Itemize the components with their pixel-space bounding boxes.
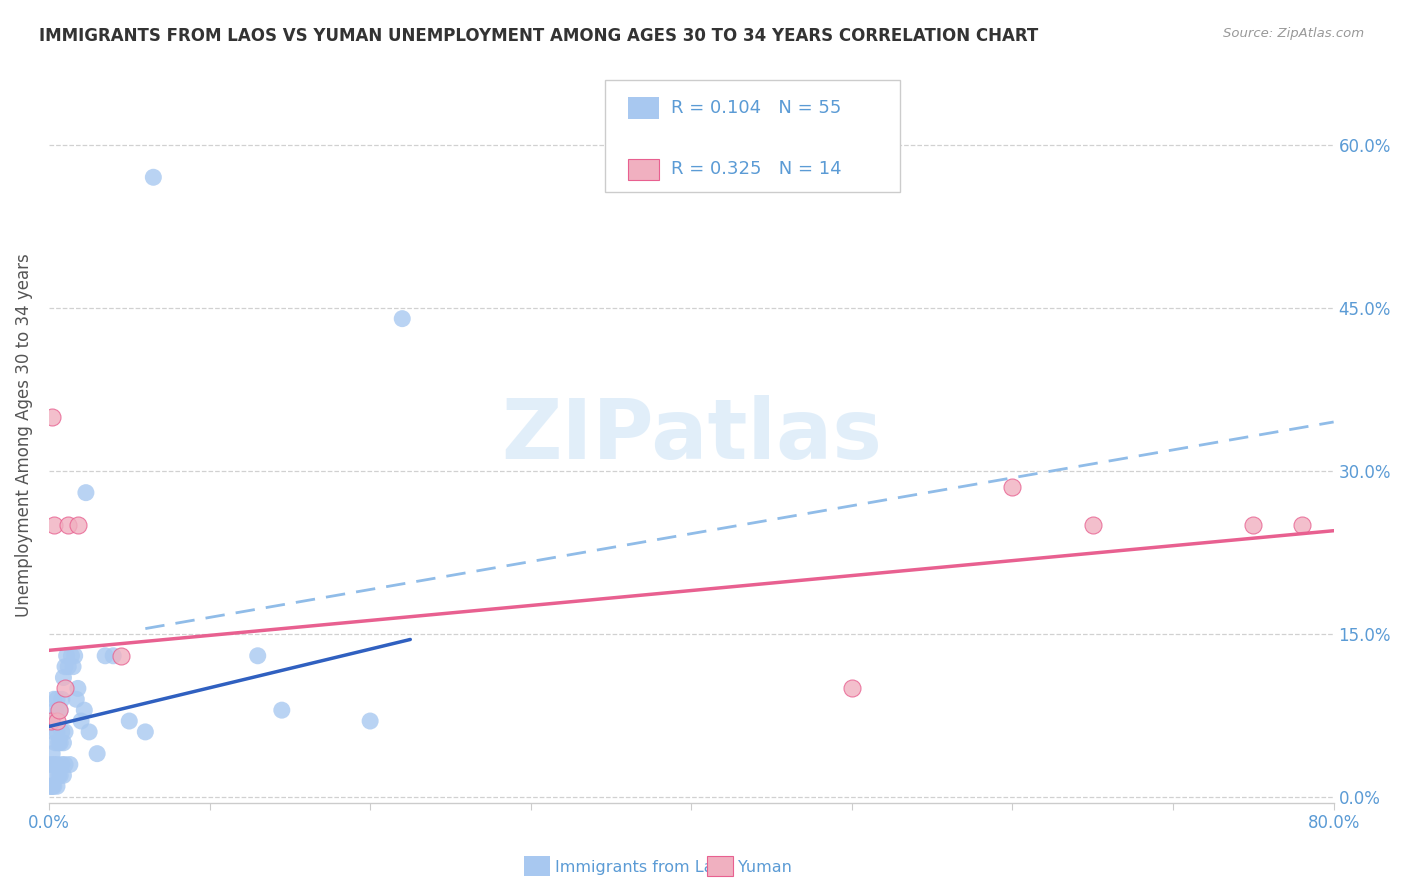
Point <box>70 714 93 728</box>
Text: Yuman: Yuman <box>738 860 792 874</box>
Text: R = 0.104   N = 55: R = 0.104 N = 55 <box>671 99 841 117</box>
Point <box>62 659 84 673</box>
Point <box>53 681 76 696</box>
Point <box>44 768 66 782</box>
Point <box>41 779 63 793</box>
Point <box>49 768 72 782</box>
Point <box>52 768 75 782</box>
Point <box>46 779 69 793</box>
Point <box>63 648 86 663</box>
Point <box>77 725 100 739</box>
Point <box>44 703 66 717</box>
Point <box>58 518 80 533</box>
Point <box>39 779 62 793</box>
Point <box>246 648 269 663</box>
Point <box>1291 518 1313 533</box>
Point <box>75 485 97 500</box>
Point <box>42 692 65 706</box>
Y-axis label: Unemployment Among Ages 30 to 34 years: Unemployment Among Ages 30 to 34 years <box>15 253 32 617</box>
Point <box>53 757 76 772</box>
Point <box>48 736 70 750</box>
Point <box>1001 480 1024 494</box>
Point <box>391 311 413 326</box>
Point <box>134 725 156 739</box>
Point <box>46 757 69 772</box>
Point <box>42 725 65 739</box>
Point <box>53 725 76 739</box>
Point <box>65 692 87 706</box>
Text: Immigrants from Laos: Immigrants from Laos <box>555 860 733 874</box>
Point <box>52 671 75 685</box>
Point <box>66 681 89 696</box>
Text: ZIPatlas: ZIPatlas <box>501 395 882 476</box>
Point <box>73 703 96 717</box>
Point <box>59 757 82 772</box>
Point <box>86 747 108 761</box>
Point <box>44 736 66 750</box>
Point <box>48 768 70 782</box>
Point <box>103 648 125 663</box>
Point <box>841 681 863 696</box>
Point <box>39 714 62 728</box>
Point <box>51 757 73 772</box>
Point <box>118 714 141 728</box>
Text: Source: ZipAtlas.com: Source: ZipAtlas.com <box>1223 27 1364 40</box>
Point <box>60 648 83 663</box>
Point <box>41 747 63 761</box>
Point <box>52 736 75 750</box>
Point <box>42 518 65 533</box>
Point <box>41 779 63 793</box>
Point <box>53 659 76 673</box>
Point <box>142 170 165 185</box>
Point <box>49 736 72 750</box>
Point <box>42 779 65 793</box>
Point <box>48 703 70 717</box>
Point <box>41 714 63 728</box>
Point <box>58 659 80 673</box>
Point <box>110 648 132 663</box>
Point <box>55 648 77 663</box>
Text: R = 0.325   N = 14: R = 0.325 N = 14 <box>671 161 841 178</box>
Point <box>48 703 70 717</box>
Point <box>49 703 72 717</box>
Point <box>46 725 69 739</box>
Point <box>51 692 73 706</box>
Point <box>39 757 62 772</box>
Point <box>39 779 62 793</box>
Point <box>42 757 65 772</box>
Point <box>51 725 73 739</box>
Point <box>1081 518 1104 533</box>
Point <box>46 714 69 728</box>
Text: IMMIGRANTS FROM LAOS VS YUMAN UNEMPLOYMENT AMONG AGES 30 TO 34 YEARS CORRELATION: IMMIGRANTS FROM LAOS VS YUMAN UNEMPLOYME… <box>39 27 1039 45</box>
Point <box>359 714 381 728</box>
Point <box>46 692 69 706</box>
Point <box>66 518 89 533</box>
Point <box>1241 518 1264 533</box>
Point <box>41 409 63 424</box>
Point <box>94 648 117 663</box>
Point <box>270 703 292 717</box>
